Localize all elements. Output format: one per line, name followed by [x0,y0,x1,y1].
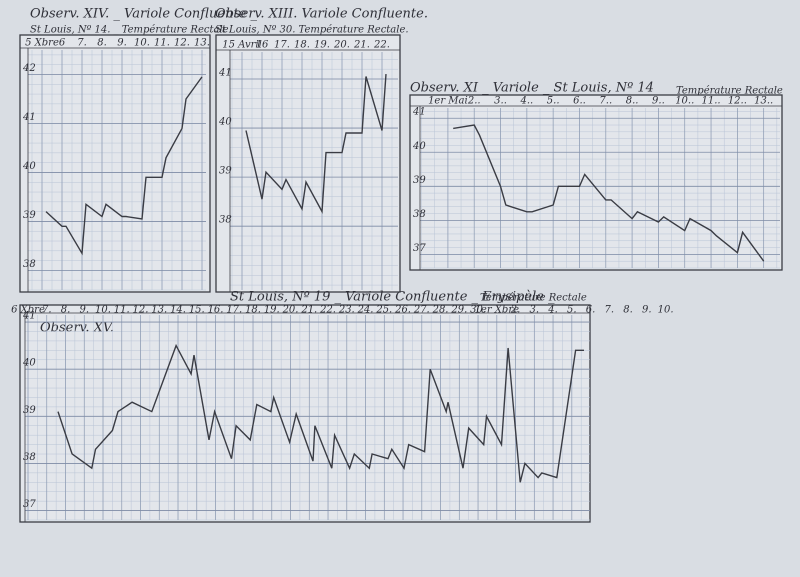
x-tick-label: 5. [567,305,577,316]
x-tick-label: 8. [623,305,633,316]
y-tick-label: 39 [23,210,36,221]
x-tick-label: 14. [170,305,186,316]
x-tick-label: 6 [59,38,66,49]
x-tick-label: 29. [450,305,467,316]
x-tick-label: 10. [658,305,674,316]
x-tick-label: 9.. [652,96,665,107]
x-tick-label: 20. [282,305,299,316]
x-tick-label: 17. [226,305,242,316]
y-tick-label: 38 [23,452,36,463]
x-tick-label: 11.. [702,96,721,107]
chart-subtitle: Température Rectale [480,293,587,304]
chart-title: Observ. XI _ Variole _ St Louis, Nº 14 [410,81,654,96]
x-tick-label: 20. [333,40,350,51]
x-tick-label: 8.. [626,96,639,107]
y-tick-label: 40 [412,141,426,152]
x-tick-label: 21. [353,40,370,51]
x-tick-label: 7.. [599,96,612,107]
x-tick-label: 10. [134,38,150,49]
x-tick-label: 13.. [754,96,773,107]
x-tick-label: 30. [470,305,486,316]
x-tick-label: 1er Xbre [475,305,520,316]
x-tick-label: 15. [189,305,205,316]
x-tick-label: 10. [95,305,111,316]
temperature-line [45,76,203,256]
chart-title: Observ. XIV. _ Variole Confluente _ [30,7,257,22]
x-tick-label: 21. [300,305,317,316]
x-tick-label: 6.. [573,96,586,107]
x-tick-label: 26. [394,305,411,316]
x-tick-label: 17. [274,40,290,51]
x-tick-label: 7. [42,305,52,316]
x-tick-label: 4. [547,305,558,316]
x-tick-label: 1er Mai [428,96,468,107]
y-tick-label: 37 [23,499,36,510]
chart-subtitle: Température Rectale [676,86,783,97]
y-tick-label: 39 [23,405,36,416]
chart-frame [19,304,591,523]
x-tick-label: 6 Xbre [11,305,45,316]
y-tick-label: 40 [218,117,232,128]
x-tick-label: 27. [413,305,430,316]
x-tick-label: 9. [79,305,89,316]
y-tick-label: 38 [219,215,232,226]
x-tick-label: 25. [375,305,392,316]
chart-title: Observ. XIII. Variole Confluente. [215,7,428,22]
y-tick-label: 42 [22,63,36,74]
x-tick-label: 19. [314,40,330,51]
x-tick-label: 8. [61,305,71,316]
x-tick-label: 13. [194,38,210,49]
x-tick-label: 7. [605,305,615,316]
x-tick-label: 2.. [467,96,481,107]
x-tick-label: 9. [642,305,652,316]
x-tick-label: 11. [154,38,170,49]
x-tick-label: 7. [77,38,87,49]
x-tick-label: 22. [319,305,336,316]
x-tick-label: 10.. [675,96,694,107]
x-tick-label: 12. [174,38,190,49]
temperature-line [57,343,584,483]
x-tick-label: 12. [133,305,149,316]
chart-title: St Louis, Nº 19 _ Variole Confluente _ E… [230,290,555,305]
chart-frame [215,34,401,293]
x-tick-label: 16 [256,40,269,51]
chart-frame [19,34,211,293]
annotation: Observ. XV. [40,321,114,336]
x-tick-label: 23. [338,305,355,316]
y-tick-label: 40 [22,358,36,369]
x-tick-label: 19. [264,305,280,316]
x-tick-label: 9. [117,38,127,49]
x-tick-label: 3.. [494,96,507,107]
x-tick-label: 15 Avril [222,40,262,51]
temperature-line [245,74,387,214]
chart-subtitle: St Louis, Nº 30. Température Rectale. [215,25,409,36]
x-tick-label: 28. [432,305,449,316]
x-tick-label: 24. [357,305,374,316]
x-tick-label: 2. [510,305,521,316]
y-tick-label: 38 [413,209,426,220]
x-tick-label: 16. [208,305,224,316]
y-tick-label: 41 [412,107,426,118]
y-tick-label: 40 [22,161,36,172]
x-tick-label: 18. [294,40,310,51]
x-tick-label: 11. [114,305,130,316]
x-tick-label: 3. [530,305,540,316]
chart-subtitle: St Louis, Nº 14. _ Température Rectale. [30,25,232,36]
x-tick-label: 5.. [547,96,560,107]
y-tick-label: 38 [23,259,36,270]
y-tick-label: 41 [22,112,36,123]
temperature-line [453,124,765,262]
y-tick-label: 41 [218,67,232,78]
x-tick-label: 6. [586,305,596,316]
x-tick-label: 5 Xbre [25,38,59,49]
y-tick-label: 39 [219,166,232,177]
x-tick-label: 22. [373,40,390,51]
x-tick-label: 8. [97,38,107,49]
x-tick-label: 12.. [728,96,747,107]
x-tick-label: 18. [245,305,261,316]
x-tick-label: 13. [151,305,167,316]
x-tick-label: 4.. [519,96,533,107]
y-tick-label: 41 [22,311,36,322]
